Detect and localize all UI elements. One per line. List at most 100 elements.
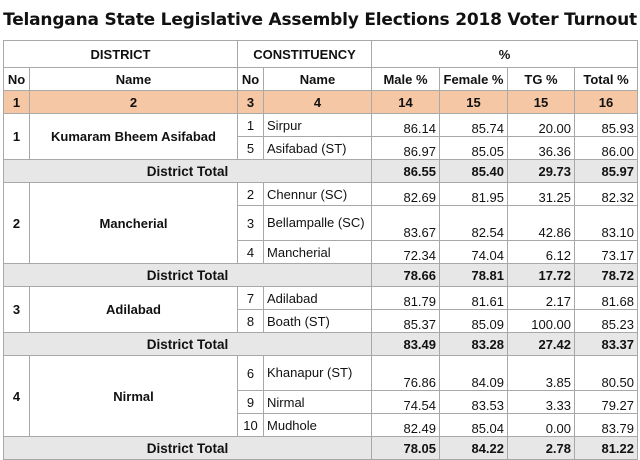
header-constituency-no: No bbox=[237, 67, 265, 91]
male-total: 78.05 bbox=[371, 436, 441, 460]
tg-percent: 100.00 bbox=[507, 309, 576, 333]
tg-total: 17.72 bbox=[507, 263, 576, 287]
total-total: 81.22 bbox=[574, 436, 639, 460]
constituency-number: 1 bbox=[237, 113, 265, 137]
constituency-number: 8 bbox=[237, 309, 265, 333]
column-number: 16 bbox=[574, 90, 639, 114]
district-total-row: District Total 78.05 84.22 2.78 81.22 bbox=[2, 436, 639, 460]
female-percent: 74.04 bbox=[439, 240, 509, 264]
total-percent: 85.93 bbox=[574, 113, 639, 137]
total-percent: 79.27 bbox=[574, 390, 639, 414]
female-percent: 83.53 bbox=[439, 390, 509, 414]
district-name: Kumaram Bheem Asifabad bbox=[28, 113, 239, 160]
total-percent: 85.23 bbox=[574, 309, 639, 333]
total-percent: 83.10 bbox=[574, 205, 639, 241]
male-percent: 85.37 bbox=[371, 309, 441, 333]
district-name: Adilabad bbox=[28, 286, 239, 333]
male-percent: 76.86 bbox=[371, 355, 441, 391]
female-total: 85.40 bbox=[439, 159, 509, 183]
page-title: Telangana State Legislative Assembly Ele… bbox=[3, 10, 637, 30]
table-row: 4 Mancherial 72.34 74.04 6.12 73.17 bbox=[4, 240, 639, 264]
tg-percent: 31.25 bbox=[507, 182, 576, 206]
district-number: 3 bbox=[3, 286, 30, 333]
total-total: 83.37 bbox=[574, 332, 639, 356]
tg-percent: 6.12 bbox=[507, 240, 576, 264]
district-total-label: District Total bbox=[2, 332, 373, 356]
female-total: 83.28 bbox=[439, 332, 509, 356]
female-percent: 81.61 bbox=[439, 286, 509, 310]
header-row-groups: DISTRICT CONSTITUENCY % bbox=[2, 40, 639, 68]
header-district-name: Name bbox=[28, 67, 239, 91]
female-percent: 85.05 bbox=[439, 136, 509, 160]
table-row: 10 Mudhole 82.49 85.04 0.00 83.79 bbox=[4, 413, 639, 437]
tg-percent: 2.17 bbox=[507, 286, 576, 310]
constituency-name: Asifabad (ST) bbox=[263, 136, 373, 160]
header-constituency-name: Name bbox=[263, 67, 373, 91]
column-number: 2 bbox=[28, 90, 239, 114]
total-percent: 86.00 bbox=[574, 136, 639, 160]
female-percent: 81.95 bbox=[439, 182, 509, 206]
district-number: 1 bbox=[3, 113, 30, 160]
constituency-number: 3 bbox=[237, 205, 265, 241]
tg-percent: 20.00 bbox=[507, 113, 576, 137]
male-percent: 86.97 bbox=[371, 136, 441, 160]
constituency-number: 7 bbox=[237, 286, 265, 310]
header-female: Female % bbox=[439, 67, 509, 91]
male-percent: 72.34 bbox=[371, 240, 441, 264]
tg-percent: 36.36 bbox=[507, 136, 576, 160]
constituency-name: Mancherial bbox=[263, 240, 373, 264]
total-percent: 82.32 bbox=[574, 182, 639, 206]
constituency-name: Sirpur bbox=[263, 113, 373, 137]
constituency-name: Boath (ST) bbox=[263, 309, 373, 333]
female-total: 84.22 bbox=[439, 436, 509, 460]
constituency-name: Mudhole bbox=[263, 413, 373, 437]
column-number: 1 bbox=[3, 90, 30, 114]
constituency-number: 9 bbox=[237, 390, 265, 414]
male-percent: 81.79 bbox=[371, 286, 441, 310]
district-total-label: District Total bbox=[2, 263, 373, 287]
district-total-row: District Total 78.66 78.81 17.72 78.72 bbox=[2, 263, 639, 287]
table-row: 1 Kumaram Bheem Asifabad 1 Sirpur 86.14 85.74… bbox=[3, 113, 639, 160]
constituency-name: Adilabad bbox=[263, 286, 373, 310]
total-percent: 81.68 bbox=[574, 286, 639, 310]
column-number: 15 bbox=[507, 90, 576, 114]
tg-total: 27.42 bbox=[507, 332, 576, 356]
table-row: 5 Asifabad (ST) 86.97 85.05 36.36 86.00 bbox=[4, 136, 639, 160]
constituency-name: Khanapur (ST) bbox=[263, 355, 373, 391]
header-district-no: No bbox=[3, 67, 30, 91]
female-total: 78.81 bbox=[439, 263, 509, 287]
female-percent: 82.54 bbox=[439, 205, 509, 241]
header-tg: TG % bbox=[507, 67, 576, 91]
district-name: Nirmal bbox=[28, 355, 239, 437]
total-total: 78.72 bbox=[574, 263, 639, 287]
district-name: Mancherial bbox=[28, 182, 239, 264]
table-row: 8 Boath (ST) 85.37 85.09 100.00 85.23 bbox=[4, 309, 639, 333]
total-percent: 73.17 bbox=[574, 240, 639, 264]
district-number: 2 bbox=[3, 182, 30, 264]
tg-percent: 0.00 bbox=[507, 413, 576, 437]
table-row: 9 Nirmal 74.54 83.53 3.33 79.27 bbox=[4, 390, 639, 414]
total-percent: 80.50 bbox=[574, 355, 639, 391]
column-number: 14 bbox=[371, 90, 441, 114]
header-male: Male % bbox=[371, 67, 441, 91]
header-constituency: CONSTITUENCY bbox=[237, 40, 373, 68]
male-total: 86.55 bbox=[371, 159, 441, 183]
male-total: 78.66 bbox=[371, 263, 441, 287]
male-percent: 82.49 bbox=[371, 413, 441, 437]
tg-percent: 42.86 bbox=[507, 205, 576, 241]
total-total: 85.97 bbox=[574, 159, 639, 183]
constituency-number: 4 bbox=[237, 240, 265, 264]
tg-percent: 3.33 bbox=[507, 390, 576, 414]
male-total: 83.49 bbox=[371, 332, 441, 356]
column-number: 15 bbox=[439, 90, 509, 114]
male-percent: 86.14 bbox=[371, 113, 441, 137]
male-percent: 83.67 bbox=[371, 205, 441, 241]
table-row: 3 Adilabad 7 Adilabad 81.79 81.61 2.17 81.68 bbox=[3, 286, 639, 333]
constituency-number: 5 bbox=[237, 136, 265, 160]
district-total-label: District Total bbox=[2, 436, 373, 460]
female-percent: 84.09 bbox=[439, 355, 509, 391]
turnout-table: DISTRICT CONSTITUENCY % No Name No Name … bbox=[2, 40, 639, 460]
constituency-name: Nirmal bbox=[263, 390, 373, 414]
male-percent: 82.69 bbox=[371, 182, 441, 206]
female-percent: 85.09 bbox=[439, 309, 509, 333]
